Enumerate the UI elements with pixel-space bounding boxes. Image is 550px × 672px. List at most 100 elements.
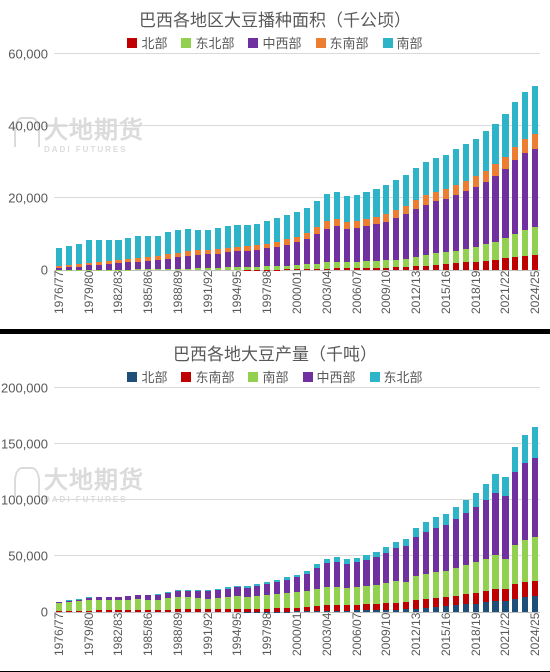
bar-column bbox=[362, 555, 372, 612]
y-tick-label: 20,000 bbox=[8, 191, 48, 206]
y-tick-label: 100,000 bbox=[1, 493, 48, 508]
x-tick-label: 1982/83 bbox=[111, 271, 125, 329]
bar-column bbox=[481, 131, 491, 270]
x-tick-label: 1976/77 bbox=[52, 271, 66, 329]
bar-column bbox=[372, 189, 382, 270]
bar-column bbox=[94, 240, 104, 270]
bar-column bbox=[272, 218, 282, 270]
bar-column bbox=[381, 547, 391, 612]
bar-column bbox=[312, 564, 322, 612]
legend-item: 北部 bbox=[127, 33, 167, 52]
bar-column bbox=[461, 500, 471, 612]
bar-column bbox=[391, 180, 401, 270]
x-tick-label: 1976/77 bbox=[52, 613, 66, 671]
chart1-legend: 北部东北部中西部东南部南部 bbox=[0, 33, 550, 52]
x-tick-label: 1982/83 bbox=[111, 613, 125, 671]
x-tick-label: 2009/10 bbox=[379, 271, 393, 329]
x-tick-label: 1994/95 bbox=[230, 613, 244, 671]
bar-column bbox=[352, 195, 362, 270]
bar-column bbox=[183, 229, 193, 270]
x-tick-label: 1979/80 bbox=[82, 271, 96, 329]
y-tick-label: 150,000 bbox=[1, 437, 48, 452]
bar-column bbox=[243, 586, 253, 612]
bar-column bbox=[292, 212, 302, 270]
bar-column bbox=[322, 194, 332, 270]
x-tick-label: 2024/25 bbox=[528, 271, 542, 329]
bar-column bbox=[223, 587, 233, 612]
x-tick-label: 2021/22 bbox=[498, 271, 512, 329]
bar-column bbox=[203, 230, 213, 270]
x-tick-label: 2009/10 bbox=[379, 613, 393, 671]
x-tick-label: 2000/01 bbox=[290, 271, 304, 329]
bar-column bbox=[64, 246, 74, 270]
x-tick-label: 1991/92 bbox=[201, 613, 215, 671]
bar-column bbox=[223, 226, 233, 270]
bar-column bbox=[332, 557, 342, 612]
x-tick-label: 2018/19 bbox=[469, 271, 483, 329]
x-tick-label: 2003/04 bbox=[320, 271, 334, 329]
bar-column bbox=[133, 236, 143, 270]
x-tick-label: 2012/13 bbox=[409, 613, 423, 671]
x-tick-label: 2006/07 bbox=[350, 613, 364, 671]
bar-column bbox=[411, 168, 421, 270]
x-tick-label: 2003/04 bbox=[320, 613, 334, 671]
y-tick-label: 50,000 bbox=[8, 549, 48, 564]
y-tick-label: 60,000 bbox=[8, 47, 48, 62]
bar-column bbox=[292, 575, 302, 612]
bar-column bbox=[64, 600, 74, 612]
bar-column bbox=[411, 528, 421, 612]
bar-column bbox=[104, 597, 114, 612]
bar-column bbox=[342, 559, 352, 612]
x-tick-label: 2000/01 bbox=[290, 613, 304, 671]
chart2-legend: 北部东南部南部中西部东北部 bbox=[0, 367, 550, 386]
bar-column bbox=[500, 114, 510, 270]
bar-column bbox=[143, 236, 153, 270]
bar-column bbox=[252, 584, 262, 612]
bar-column bbox=[233, 586, 243, 612]
x-tick-label: 1988/89 bbox=[171, 613, 185, 671]
chart2-x-labels: 1976/771979/801982/831985/861988/891991/… bbox=[54, 613, 540, 671]
x-tick-label: 1994/95 bbox=[230, 271, 244, 329]
legend-item: 南部 bbox=[248, 367, 288, 386]
legend-item: 东南部 bbox=[316, 33, 369, 52]
bar-column bbox=[342, 196, 352, 270]
bar-column bbox=[54, 602, 64, 612]
y-tick-label: 200,000 bbox=[1, 381, 48, 396]
bar-column bbox=[322, 559, 332, 612]
area-chart-panel: 巴西各地区大豆播种面积（千公顷） 北部东北部中西部东南部南部 大地期货DADI … bbox=[0, 0, 550, 329]
bar-column bbox=[163, 232, 173, 270]
chart1-plot: 020,00040,00060,000 bbox=[54, 54, 540, 271]
bar-column bbox=[451, 507, 461, 612]
bar-column bbox=[153, 594, 163, 612]
bar-column bbox=[491, 474, 501, 612]
bar-column bbox=[213, 228, 223, 270]
bar-column bbox=[282, 215, 292, 270]
legend-item: 北部 bbox=[127, 367, 167, 386]
x-tick-label: 1997/98 bbox=[260, 271, 274, 329]
x-tick-label: 1997/98 bbox=[260, 613, 274, 671]
bar-column bbox=[84, 597, 94, 612]
bar-column bbox=[391, 542, 401, 612]
bar-column bbox=[114, 240, 124, 270]
bar-column bbox=[520, 92, 530, 270]
bar-column bbox=[510, 102, 520, 270]
bar-column bbox=[133, 595, 143, 612]
x-tick-label: 2024/25 bbox=[528, 613, 542, 671]
bar-column bbox=[461, 144, 471, 270]
bar-column bbox=[312, 201, 322, 270]
bar-column bbox=[332, 192, 342, 270]
bar-column bbox=[183, 590, 193, 612]
x-tick-label: 2021/22 bbox=[498, 613, 512, 671]
bar-column bbox=[272, 580, 282, 612]
bar-column bbox=[431, 517, 441, 612]
bar-column bbox=[451, 149, 461, 270]
bar-column bbox=[372, 552, 382, 612]
legend-item: 中西部 bbox=[303, 367, 356, 386]
x-tick-label: 1979/80 bbox=[82, 613, 96, 671]
bar-column bbox=[114, 597, 124, 612]
legend-item: 中西部 bbox=[248, 33, 301, 52]
bar-column bbox=[123, 238, 133, 270]
bar-column bbox=[74, 599, 84, 612]
y-tick-label: 40,000 bbox=[8, 119, 48, 134]
bar-column bbox=[262, 582, 272, 612]
